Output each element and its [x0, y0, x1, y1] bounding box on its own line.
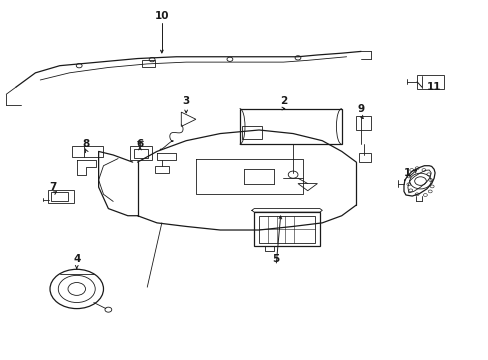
Text: 5: 5: [272, 253, 279, 264]
Bar: [133, 149, 148, 158]
Bar: [358, 153, 370, 162]
Bar: [416, 75, 443, 89]
Bar: [254, 212, 319, 246]
Bar: [242, 126, 261, 139]
Text: 6: 6: [136, 139, 143, 149]
Bar: [259, 216, 314, 243]
Bar: [154, 166, 169, 173]
Bar: [142, 60, 154, 67]
Text: 2: 2: [279, 96, 286, 107]
Bar: [239, 109, 341, 144]
Text: 7: 7: [49, 182, 56, 192]
Bar: [51, 192, 67, 201]
Text: 4: 4: [73, 253, 81, 264]
Bar: [130, 146, 152, 160]
Text: 11: 11: [426, 82, 441, 92]
Text: 8: 8: [82, 139, 90, 149]
Text: 3: 3: [182, 96, 189, 107]
Bar: [356, 116, 370, 130]
Bar: [47, 190, 74, 203]
Text: 9: 9: [357, 104, 364, 113]
Bar: [72, 146, 103, 157]
Text: 10: 10: [154, 11, 169, 21]
Text: 1: 1: [403, 168, 410, 178]
